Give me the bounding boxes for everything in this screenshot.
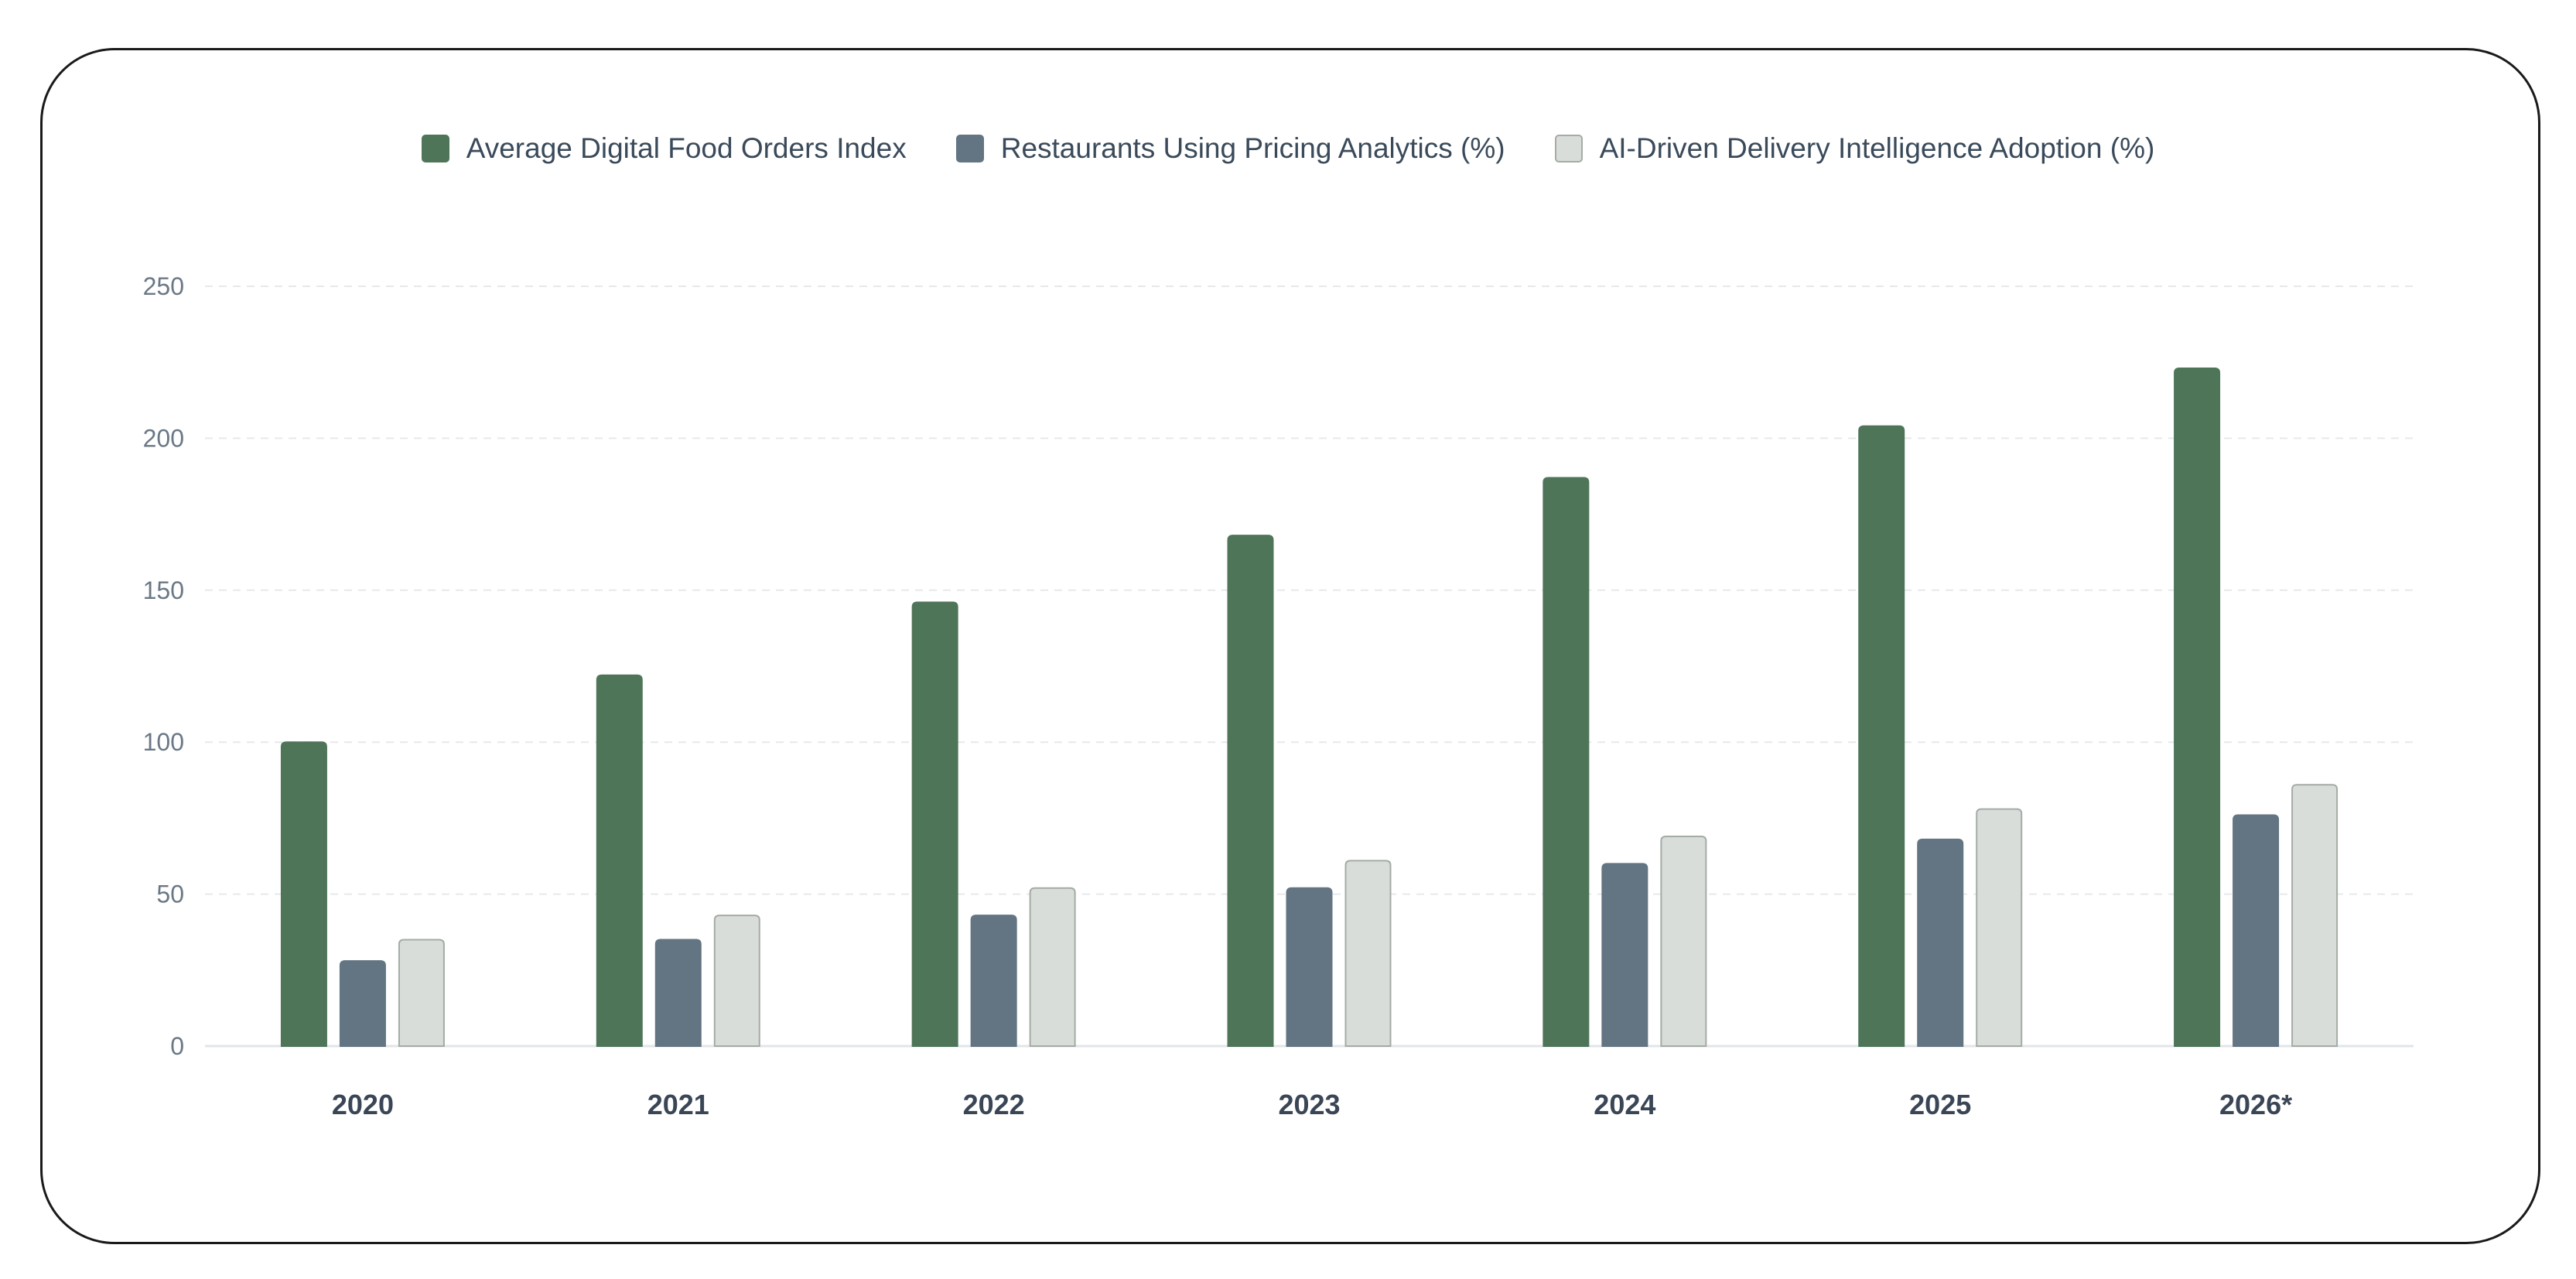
bar-2026-series-3[interactable] [2291, 784, 2339, 1047]
bar-2024-series-3[interactable] [1660, 835, 1707, 1047]
bar-2022-series-2[interactable] [970, 915, 1017, 1047]
x-tick-label: 2021 [647, 1089, 709, 1120]
y-axis-ticks: 0 50 100 150 200 250 [143, 272, 184, 1060]
bar-2020-series-1[interactable] [280, 741, 327, 1047]
x-tick-label: 2025 [1909, 1089, 1971, 1120]
y-tick-label: 50 [156, 881, 184, 908]
bar-2024-series-1[interactable] [1543, 477, 1590, 1047]
x-tick-label: 2022 [963, 1089, 1025, 1120]
bar-2025-series-3[interactable] [1976, 808, 2023, 1047]
y-tick-label: 0 [170, 1032, 184, 1060]
bar-2026-series-2[interactable] [2233, 814, 2280, 1047]
y-tick-label: 100 [143, 728, 184, 756]
y-tick-label: 250 [143, 272, 184, 300]
legend-swatch-ai-delivery [1554, 135, 1583, 162]
bar-2020-series-3[interactable] [398, 939, 445, 1047]
bar-2021-series-3[interactable] [713, 915, 760, 1047]
bar-2023-series-2[interactable] [1286, 887, 1333, 1047]
chart-legend: Average Digital Food Orders Index Restau… [0, 127, 2576, 170]
bar-2023-series-1[interactable] [1227, 535, 1274, 1047]
x-tick-label: 2023 [1278, 1089, 1340, 1120]
y-tick-label: 150 [143, 576, 184, 604]
legend-label-pricing-analytics: Restaurants Using Pricing Analytics (%) [1000, 132, 1505, 164]
y-tick-label: 200 [143, 424, 184, 452]
bar-2025-series-1[interactable] [1858, 425, 1905, 1047]
bar-2022-series-3[interactable] [1029, 887, 1076, 1047]
bar-2023-series-3[interactable] [1344, 860, 1392, 1047]
bar-2022-series-1[interactable] [911, 601, 958, 1047]
x-tick-label: 2024 [1594, 1089, 1655, 1120]
legend-swatch-digital-food-orders [421, 135, 449, 162]
bar-2025-series-2[interactable] [1917, 838, 1964, 1047]
legend-swatch-pricing-analytics [955, 135, 984, 162]
bar-2021-series-2[interactable] [654, 939, 702, 1047]
bar-2024-series-2[interactable] [1601, 863, 1648, 1047]
legend-label-ai-delivery: AI-Driven Delivery Intelligence Adoption… [1599, 132, 2155, 164]
x-tick-label: 2026* [2219, 1089, 2292, 1120]
x-axis-ticks: 2020 2021 2022 2023 2024 2025 2026* [332, 1089, 2292, 1120]
legend-item-pricing-analytics[interactable]: Restaurants Using Pricing Analytics (%) [955, 132, 1505, 165]
legend-label-digital-food-orders: Average Digital Food Orders Index [466, 132, 907, 164]
bars [280, 368, 2339, 1047]
bar-2021-series-1[interactable] [596, 674, 643, 1047]
bar-2026-series-1[interactable] [2174, 368, 2221, 1047]
x-tick-label: 2020 [332, 1089, 394, 1120]
bar-2020-series-2[interactable] [339, 960, 386, 1047]
legend-item-ai-delivery[interactable]: AI-Driven Delivery Intelligence Adoption… [1554, 132, 2155, 165]
legend-item-digital-food-orders[interactable]: Average Digital Food Orders Index [421, 132, 907, 165]
